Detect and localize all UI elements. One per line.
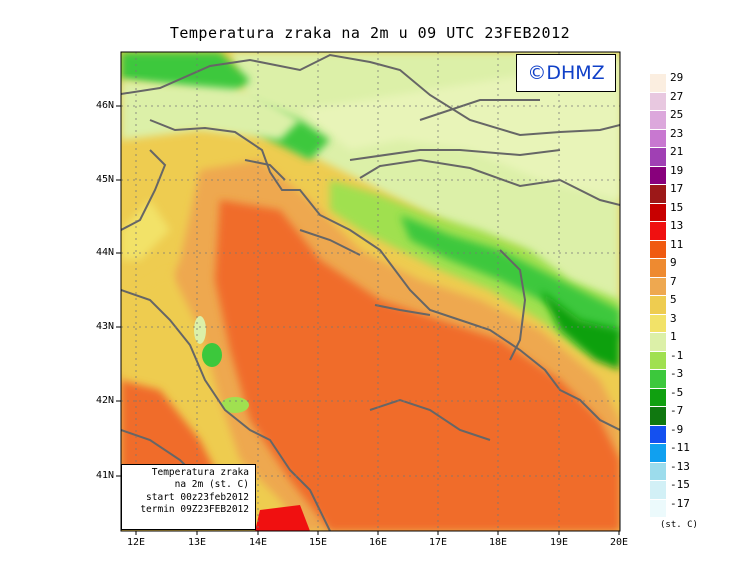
legend-label: 21 [670, 145, 684, 158]
lon-tick-label: 14E [248, 537, 268, 548]
legend-label: 5 [670, 293, 677, 306]
legend-label: -1 [670, 348, 684, 362]
info-line: start 00z23feb2012 [146, 491, 249, 503]
legend-label: -11 [670, 441, 690, 454]
legend-swatch [650, 333, 666, 351]
lon-tick-label: 13E [187, 537, 207, 548]
legend-label: 19 [670, 163, 684, 177]
lon-tick-label: 18E [488, 537, 508, 548]
legend-swatch [650, 203, 666, 222]
legend-label: -17 [670, 496, 690, 510]
gridlines [121, 52, 620, 531]
lat-tick-label: 41N [95, 470, 114, 481]
legend-label: 15 [670, 200, 684, 214]
lon-tick-label: 17E [428, 537, 448, 548]
legend-label: 7 [670, 274, 677, 288]
legend-swatch [650, 185, 666, 203]
legend-swatch [650, 129, 666, 148]
legend-swatch [650, 462, 666, 481]
legend-label: 3 [670, 311, 677, 325]
legend-swatch [650, 222, 666, 240]
legend-swatch [650, 499, 666, 518]
legend-swatch [650, 388, 666, 407]
legend-label: 29 [670, 71, 684, 84]
legend-label: -13 [670, 459, 690, 473]
info-line: na 2m (st. C) [174, 479, 249, 491]
legend-swatch [650, 74, 666, 92]
lat-tick-label: 46N [95, 100, 114, 111]
legend-label: -7 [670, 404, 684, 417]
legend-label: -5 [670, 385, 684, 399]
legend-label: 9 [670, 256, 677, 269]
legend-swatch [650, 166, 666, 185]
legend-swatch [650, 277, 666, 296]
legend-swatch [650, 314, 666, 333]
legend-label: -3 [670, 367, 684, 380]
lon-tick-label: 12E [126, 537, 146, 548]
legend-swatch [650, 111, 666, 129]
lat-tick-label: 45N [95, 174, 114, 185]
legend-swatch [650, 444, 666, 462]
coastlines [121, 53, 620, 531]
plot-frame [120, 51, 621, 532]
legend-units: (st. C) [660, 520, 698, 530]
lon-tick-label: 19E [549, 537, 569, 548]
map-title: Temperatura zraka na 2m u 09 UTC 23FEB20… [169, 24, 571, 42]
lat-tick-label: 42N [95, 395, 114, 406]
legend-swatch [650, 296, 666, 314]
info-line: termin 09Z23FEB2012 [140, 504, 249, 516]
legend-swatch [650, 259, 666, 277]
legend-swatch [650, 425, 666, 444]
info-box: Temperatura zraka na 2m (st. C) start 00… [121, 464, 256, 530]
legend-swatch [650, 92, 666, 111]
lon-tick-label: 16E [368, 537, 388, 548]
lat-tick-label: 44N [95, 247, 114, 258]
legend-label: -15 [670, 478, 690, 491]
legend-swatch [650, 351, 666, 370]
legend-label: 23 [670, 126, 684, 140]
legend-swatch [650, 240, 666, 259]
legend-swatch [650, 481, 666, 499]
lon-tick-label: 15E [308, 537, 328, 548]
dhmz-logo: ©DHMZ [516, 54, 616, 92]
legend-swatch [650, 407, 666, 425]
legend-label: 17 [670, 182, 684, 195]
legend-label: 27 [670, 89, 684, 103]
legend-swatch [650, 148, 666, 166]
info-line: Temperatura zraka [151, 467, 249, 478]
lon-tick-label: 20E [609, 537, 629, 548]
legend-label: 1 [670, 330, 677, 343]
lat-tick-label: 43N [95, 321, 114, 332]
legend-label: 13 [670, 219, 684, 232]
legend-swatch [650, 370, 666, 388]
temperature-field [121, 52, 620, 531]
legend-label: 11 [670, 237, 684, 251]
legend-label: 25 [670, 108, 684, 121]
legend-label: -9 [670, 422, 684, 436]
